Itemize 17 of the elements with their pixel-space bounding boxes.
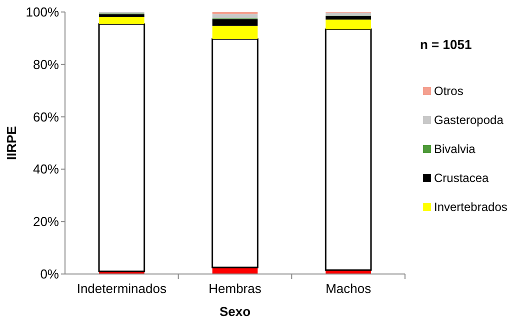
x-tick-label: Indeterminados	[76, 281, 167, 296]
y-tick-label: 80%	[32, 56, 60, 72]
legend-label: Crustacea	[434, 171, 490, 185]
y-axis-title: IIRPE	[4, 126, 19, 160]
legend-label: Invertebrados	[434, 200, 508, 214]
legend-label: Gasteropoda	[434, 113, 504, 127]
text: n = 1051	[420, 37, 472, 52]
x-tick-label: Hembras	[208, 281, 262, 296]
legend-label: Bivalvia	[434, 142, 476, 156]
y-tick-label: 0%	[40, 266, 60, 282]
legend-label: Otros	[434, 84, 464, 98]
x-tick-label: Machos	[326, 281, 372, 296]
y-tick-label: 20%	[32, 214, 60, 230]
y-tick-label: 60%	[32, 109, 60, 124]
x-axis-title: Sexo	[219, 304, 251, 319]
y-tick-label: 40%	[32, 162, 60, 177]
y-tick-label: 100%	[26, 4, 60, 20]
